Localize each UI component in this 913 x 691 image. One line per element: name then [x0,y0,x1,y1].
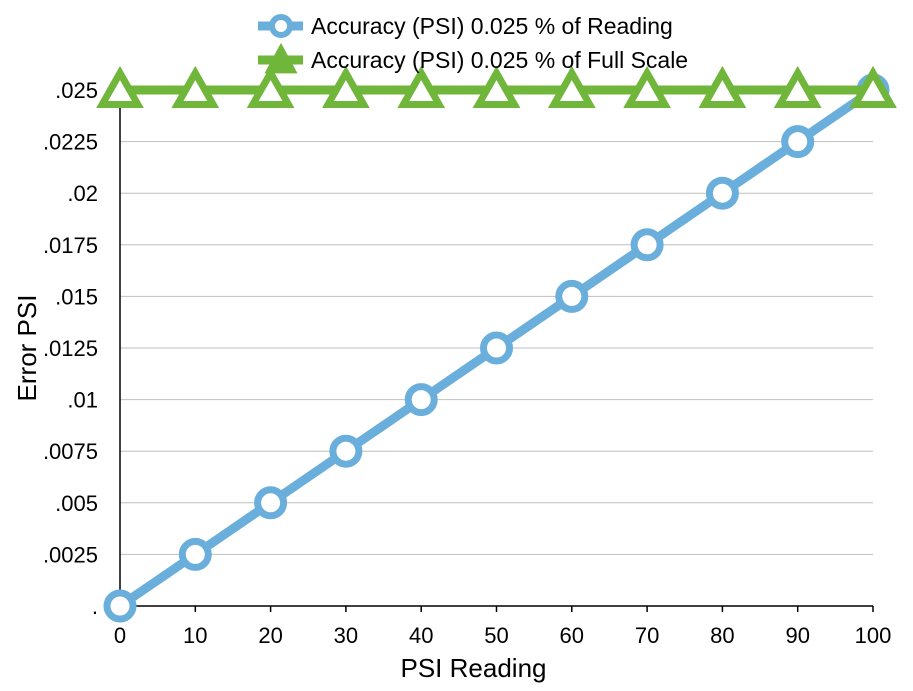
data-point [623,65,671,108]
data-point [246,65,295,108]
data-point [404,383,438,417]
data-point [555,279,589,313]
x-tick-label: 0 [114,623,126,648]
data-point [178,537,212,571]
legend-swatch-marker [264,42,298,74]
x-tick-label: 100 [855,623,892,648]
data-point [322,65,370,108]
x-tick-label: 70 [635,623,659,648]
x-tick-label: 90 [785,623,809,648]
y-tick-label: . [92,594,98,619]
data-point [96,65,144,108]
legend: Accuracy (PSI) 0.025 % of Reading Accurac… [258,13,688,74]
x-tick-label: 50 [484,623,508,648]
data-point [547,65,596,108]
y-tick-label: .0075 [43,439,98,464]
legend-label: Accuracy (PSI) 0.025 % of Full Scale [311,47,688,73]
gridlines [120,89,873,555]
legend-item: Accuracy (PSI) 0.025 % of Reading [258,13,673,39]
y-tick-label: .025 [55,78,98,103]
y-tick-label: .0225 [43,130,98,155]
y-tick-label: .0175 [43,233,98,258]
y-tick-label: .02 [67,181,98,206]
data-point [781,125,815,159]
data-point [630,228,664,262]
x-tick-label: 10 [183,623,207,648]
data-point [705,176,739,210]
y-tick-label: .015 [55,284,98,309]
x-tick-label: 60 [560,623,584,648]
y-tick-label: .01 [67,388,98,413]
series-full-scale [96,65,897,108]
data-point [698,65,747,108]
y-axis-title: Error PSI [12,295,42,402]
y-tick-labels: . .0025 .005 .0075 .01 .0125 .015 .0175 .02 .0225… [43,78,98,619]
data-point [171,65,220,108]
data-point [472,65,521,108]
y-tick-label: .005 [55,491,98,516]
x-tick-label: 30 [334,623,358,648]
y-tick-label: .0125 [43,336,98,361]
legend-label: Accuracy (PSI) 0.025 % of Reading [311,13,673,39]
x-axis-title: PSI Reading [401,653,547,683]
data-point [329,434,363,468]
y-tick-label: .0025 [43,542,98,567]
x-tick-labels: 0 10 20 30 40 50 60 70 80 90 100 [114,606,891,648]
data-point [397,65,446,108]
legend-swatch-marker [269,14,293,38]
data-point [103,589,137,623]
data-point [773,65,822,108]
legend-item: Accuracy (PSI) 0.025 % of Full Scale [258,42,688,74]
data-point [849,65,897,108]
data-point [254,486,288,520]
x-tick-label: 40 [409,623,433,648]
series-reading [103,73,890,623]
data-point [480,331,513,365]
x-tick-label: 20 [258,623,282,648]
x-tick-label: 80 [710,623,734,648]
